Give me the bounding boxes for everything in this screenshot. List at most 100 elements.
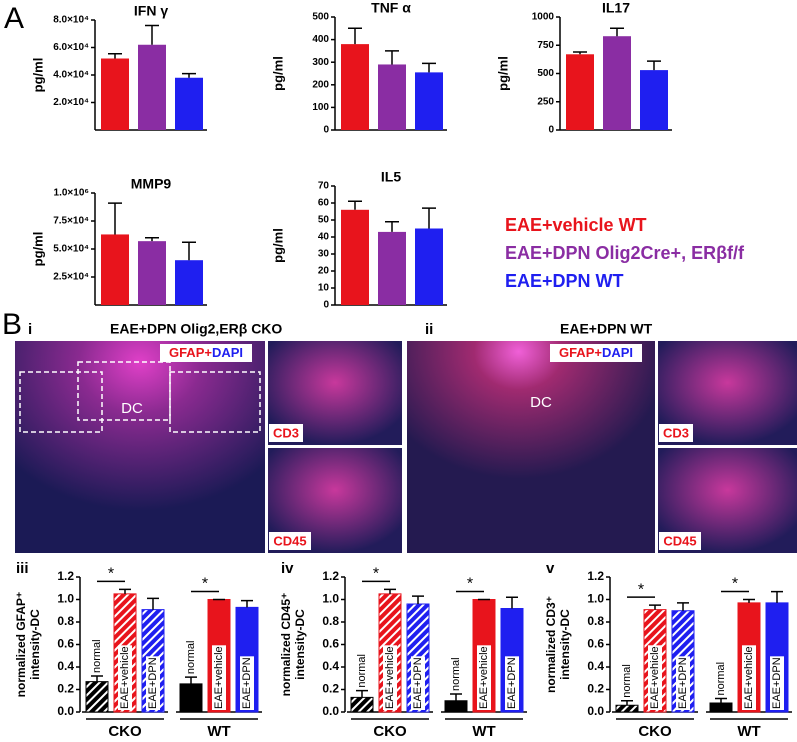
region-label: DC <box>530 394 552 411</box>
error-bar <box>422 207 436 229</box>
bar <box>378 231 406 305</box>
error-bar <box>677 602 689 611</box>
legend-entry: EAE+DPN WT <box>505 271 624 291</box>
stain: DAPI <box>602 345 633 360</box>
y-tick-label: 0 <box>548 125 554 136</box>
bar <box>415 228 443 305</box>
significance-label: * <box>373 566 379 583</box>
bar <box>179 683 203 713</box>
legend-entry: EAE+DPN Olig2Cre+, ERβf/f <box>505 243 745 263</box>
group-label: CKO <box>638 723 672 740</box>
y-tick-label: 500 <box>312 12 329 23</box>
error-bar <box>743 598 755 603</box>
y-tick-label: 0.4 <box>587 659 604 673</box>
error-bar <box>119 588 131 594</box>
bar <box>415 72 443 130</box>
bar-label: EAE+DPN <box>412 657 424 709</box>
y-tick-label: 0.6 <box>322 637 339 651</box>
stain-legend: GFAP+DAPI <box>559 345 633 360</box>
y-tick-label: 0.6 <box>587 637 604 651</box>
error-bar <box>91 675 103 682</box>
error-bar <box>356 689 368 698</box>
bar <box>175 260 203 305</box>
y-tick-label: 8.0×10⁴ <box>53 15 89 26</box>
subpanel-label: ii <box>425 321 433 338</box>
group-label: CKO <box>373 723 407 740</box>
bar-label-box <box>146 656 160 710</box>
error-bar <box>145 24 159 45</box>
y-tick-label: 0.0 <box>322 704 339 718</box>
bar-label: EAE+DPN <box>506 657 518 709</box>
stain-box <box>160 344 252 362</box>
bar <box>709 702 733 713</box>
y-tick-label: 1.0 <box>57 592 74 606</box>
error-bar <box>348 200 362 210</box>
y-axis-label: normalized GFAP⁺ <box>14 592 28 698</box>
bar <box>101 58 129 130</box>
y-tick-label: 0.6 <box>57 637 74 651</box>
bar-label-box <box>383 645 397 710</box>
bar-label-box <box>676 656 690 710</box>
bar <box>603 36 631 130</box>
y-tick-label: 200 <box>312 79 329 90</box>
bar-label-box <box>770 656 784 710</box>
y-axis-label: pg/ml <box>270 56 285 91</box>
y-tick-label: 1000 <box>532 12 555 23</box>
legend-entry: EAE+vehicle WT <box>505 215 647 235</box>
bar-label: EAE+vehicle <box>213 646 225 709</box>
error-bar <box>241 599 253 608</box>
y-tick-label: 0 <box>323 300 329 311</box>
inset-label: CD3 <box>273 425 299 440</box>
significance-label: * <box>732 576 738 593</box>
bar <box>138 241 166 305</box>
bar <box>101 234 129 305</box>
bar <box>85 681 109 713</box>
inset-label: CD3 <box>663 425 689 440</box>
bar-label-box <box>648 645 662 710</box>
y-tick-label: 100 <box>312 102 329 113</box>
bar <box>640 70 668 130</box>
y-tick-label: 0.0 <box>57 704 74 718</box>
y-axis-label: normalized CD45⁺ <box>279 593 293 697</box>
bar <box>444 700 468 713</box>
bar-label: EAE+DPN <box>147 657 159 709</box>
bar-label: EAE+DPN <box>677 657 689 709</box>
error-bar <box>185 676 197 684</box>
y-tick-label: 1.0 <box>322 592 339 606</box>
subpanel-label: i <box>28 321 32 338</box>
stain-sep: + <box>204 345 212 360</box>
chart-title: IFN γ <box>134 3 168 19</box>
micrograph <box>407 341 655 553</box>
bar-label-box <box>240 656 254 710</box>
subpanel-label: iv <box>281 560 294 577</box>
y-tick-label: 300 <box>312 57 329 68</box>
bar-label-box <box>477 645 491 710</box>
y-tick-label: 500 <box>537 68 554 79</box>
y-tick-label: 30 <box>318 249 330 260</box>
y-tick-label: 0.2 <box>322 682 339 696</box>
stain: GFAP <box>169 345 205 360</box>
bar-label: EAE+DPN <box>241 657 253 709</box>
group-label: WT <box>472 723 495 740</box>
y-tick-label: 250 <box>537 96 554 107</box>
error-bar <box>108 52 122 59</box>
error-bar <box>385 50 399 65</box>
error-bar <box>621 700 633 706</box>
error-bar <box>385 220 399 232</box>
y-tick-label: 50 <box>318 215 330 226</box>
y-tick-label: 1.2 <box>57 569 74 583</box>
y-tick-label: 0.0 <box>587 704 604 718</box>
bar-label: normal <box>91 639 103 673</box>
group-label: CKO <box>108 723 142 740</box>
chart-title: IL5 <box>381 169 401 185</box>
inset-label: CD45 <box>663 533 696 548</box>
error-bar <box>610 27 624 37</box>
y-tick-label: 400 <box>312 34 329 45</box>
y-axis-label: intensity-DC <box>28 609 42 680</box>
y-tick-label: 0.2 <box>57 682 74 696</box>
bar <box>615 704 639 713</box>
error-bar <box>412 595 424 604</box>
group-label: WT <box>737 723 760 740</box>
y-tick-label: 70 <box>318 181 330 192</box>
